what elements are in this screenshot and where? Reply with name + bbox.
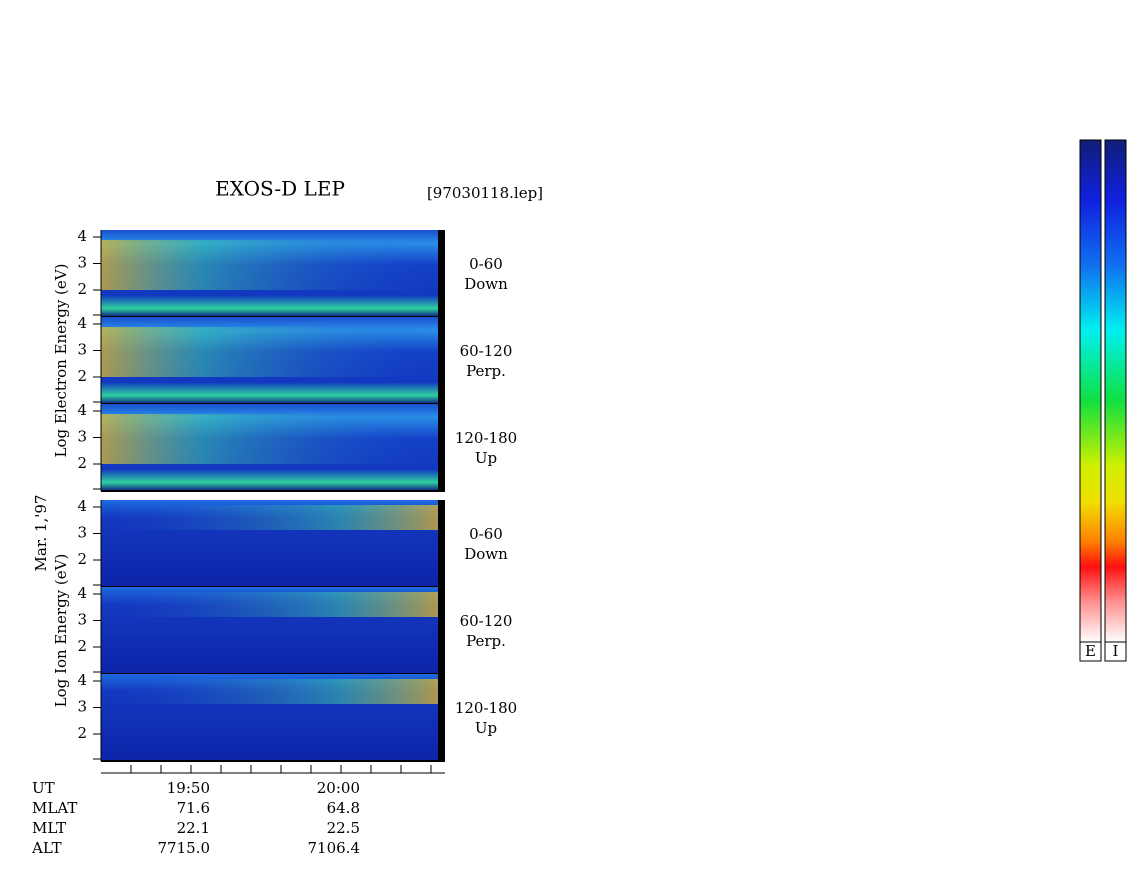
- data-gap-bar: [438, 404, 445, 491]
- row-label: UT: [32, 779, 55, 797]
- row-value: 7715.0: [158, 839, 211, 857]
- data-gap-bar: [438, 500, 445, 587]
- row-value: 22.5: [327, 819, 360, 837]
- y-tick-label: 4: [77, 314, 87, 332]
- y-tick-label: 2: [77, 454, 87, 472]
- direction-label: Up: [475, 719, 497, 737]
- file-name: [97030118.lep]: [427, 184, 543, 202]
- y-axis-label: Log Ion Energy (eV): [52, 554, 70, 708]
- y-tick-label: 2: [77, 724, 87, 742]
- direction-label: Down: [464, 545, 508, 563]
- data-gap-bar: [438, 317, 445, 404]
- spectrogram-highlight: [101, 505, 438, 530]
- y-tick-label: 3: [77, 698, 87, 716]
- y-tick-label: 3: [77, 254, 87, 272]
- y-tick-label: 4: [77, 497, 87, 515]
- spectrogram-highlight: [101, 414, 438, 464]
- title: EXOS-D LEP: [215, 177, 345, 201]
- colorbar: [1079, 139, 1102, 643]
- angle-label: 60-120: [460, 342, 513, 360]
- data-gap-bar: [438, 230, 445, 317]
- spectrogram-highlight: [101, 679, 438, 704]
- angle-label: 0-60: [469, 525, 503, 543]
- angle-label: 60-120: [460, 612, 513, 630]
- angle-label: 120-180: [455, 429, 517, 447]
- y-tick-label: 3: [77, 428, 87, 446]
- y-tick-label: 4: [77, 584, 87, 602]
- spectrogram-highlight: [101, 592, 438, 617]
- y-tick-label: 4: [77, 227, 87, 245]
- direction-label: Down: [464, 275, 508, 293]
- spectrogram-highlight: [101, 327, 438, 377]
- direction-label: Perp.: [466, 632, 506, 650]
- data-gap-bar: [438, 674, 445, 761]
- row-value: 64.8: [327, 799, 360, 817]
- y-tick-label: 3: [77, 341, 87, 359]
- data-gap-bar: [438, 587, 445, 674]
- colorbar: [1104, 139, 1127, 643]
- y-tick-label: 4: [77, 671, 87, 689]
- row-label: MLAT: [32, 799, 77, 817]
- spectrogram-highlight: [101, 240, 438, 290]
- y-tick-label: 2: [77, 637, 87, 655]
- angle-label: 120-180: [455, 699, 517, 717]
- row-value: 22.1: [177, 819, 210, 837]
- row-value: 20:00: [317, 779, 360, 797]
- angle-label: 0-60: [469, 255, 503, 273]
- date: Mar. 1,'97: [32, 495, 50, 572]
- row-value: 7106.4: [308, 839, 361, 857]
- y-tick-label: 3: [77, 524, 87, 542]
- colorbar-label-box: [1104, 641, 1127, 662]
- y-tick-label: 2: [77, 367, 87, 385]
- y-tick-label: 2: [77, 550, 87, 568]
- colorbar-label: I: [1113, 642, 1119, 660]
- row-value: 71.6: [177, 799, 210, 817]
- direction-label: Up: [475, 449, 497, 467]
- y-axis-label: Log Electron Energy (eV): [52, 264, 70, 458]
- y-tick-label: 4: [77, 401, 87, 419]
- row-value: 19:50: [167, 779, 210, 797]
- y-tick-label: 3: [77, 611, 87, 629]
- row-label: ALT: [31, 839, 62, 857]
- colorbar-label: E: [1085, 642, 1096, 660]
- colorbar-label-box: [1079, 641, 1102, 662]
- y-tick-label: 2: [77, 280, 87, 298]
- direction-label: Perp.: [466, 362, 506, 380]
- row-label: MLT: [32, 819, 66, 837]
